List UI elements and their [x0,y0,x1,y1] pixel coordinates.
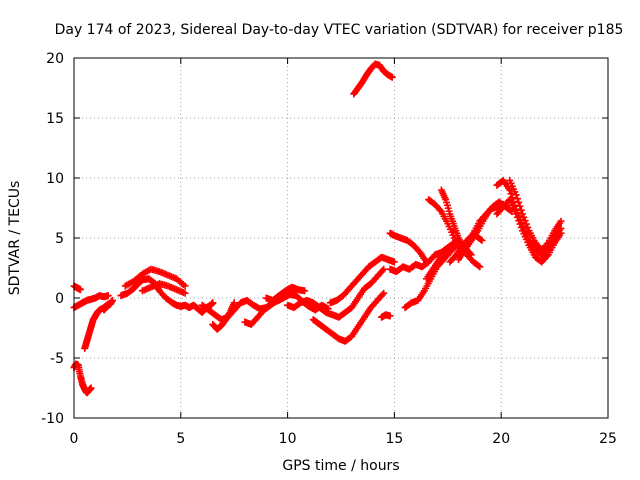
data-point [515,217,523,225]
series-trace-1 [70,282,84,294]
series-trace-13 [284,265,388,321]
data-point [380,265,388,273]
x-tick-label: 15 [385,431,403,447]
x-axis-label: GPS time / hours [282,458,399,474]
data-point [181,282,189,290]
data-point [506,186,514,194]
data-point [87,384,95,392]
data-point [522,220,530,228]
data-point [386,312,394,320]
series-trace-8 [138,280,189,297]
y-tick-label: 20 [46,51,64,67]
series-trace-6 [117,275,217,316]
series-trace-17 [378,311,394,321]
data-point [378,291,386,299]
data-point [506,205,514,213]
data-point [378,267,386,275]
series-trace-12 [262,283,309,304]
data-point [524,223,532,231]
x-axis-ticks: 0 5 10 15 20 25 [70,58,617,447]
y-axis-ticks: -10 -5 0 5 10 15 20 [41,51,608,427]
y-tick-label: -10 [41,411,64,427]
data-point [557,217,565,225]
y-axis-label: SDTVAR / TECUs [7,181,23,296]
y-tick-label: 0 [55,291,64,307]
x-tick-label: 5 [176,431,185,447]
data-point [543,252,551,260]
data-point [390,258,398,266]
data-point [209,299,217,307]
data-point [512,210,520,218]
data-point [422,258,430,266]
data-point [108,296,116,304]
data-point [517,223,525,231]
data-point [388,73,396,81]
x-tick-label: 0 [70,431,79,447]
x-tick-label: 20 [492,431,510,447]
series-trace-14 [309,289,388,345]
data-point [513,195,521,203]
data-point [521,217,529,225]
series-trace-16 [350,60,396,98]
series-trace-7 [121,265,189,290]
data-point [513,213,521,221]
data-point [436,206,444,214]
data-point [477,235,485,243]
series-trace-28 [506,176,565,254]
series-trace-25 [454,200,514,264]
data-point [515,198,523,206]
data-point [517,206,525,214]
data-point [380,289,388,297]
data-point [230,299,238,307]
series-trace-15 [326,253,398,307]
series-trace-27 [493,196,565,266]
data-point [516,202,524,210]
data-point [519,210,527,218]
y-tick-label: 10 [46,171,64,187]
data-point [516,220,524,228]
data-point [476,263,484,271]
data-point [181,289,189,297]
data-point [507,190,515,198]
grid-lines [74,58,608,418]
y-tick-label: 5 [55,231,64,247]
data-point [512,191,520,199]
data-point [104,292,112,300]
series-trace-10 [209,299,238,333]
x-tick-label: 25 [599,431,617,447]
series-trace-5 [100,296,116,314]
data-marks [70,60,565,397]
series-trace-19 [386,229,430,266]
data-point [520,213,528,221]
x-tick-label: 10 [279,431,297,447]
data-point [478,236,486,244]
data-point [475,262,483,270]
data-point [76,286,84,294]
data-point [301,287,309,295]
data-point [557,229,565,237]
series-trace-2 [70,360,95,397]
y-tick-label: -5 [50,351,64,367]
data-point [543,240,551,248]
chart-title: Day 174 of 2023, Sidereal Day-to-day VTE… [55,22,624,38]
y-tick-label: 15 [46,111,64,127]
